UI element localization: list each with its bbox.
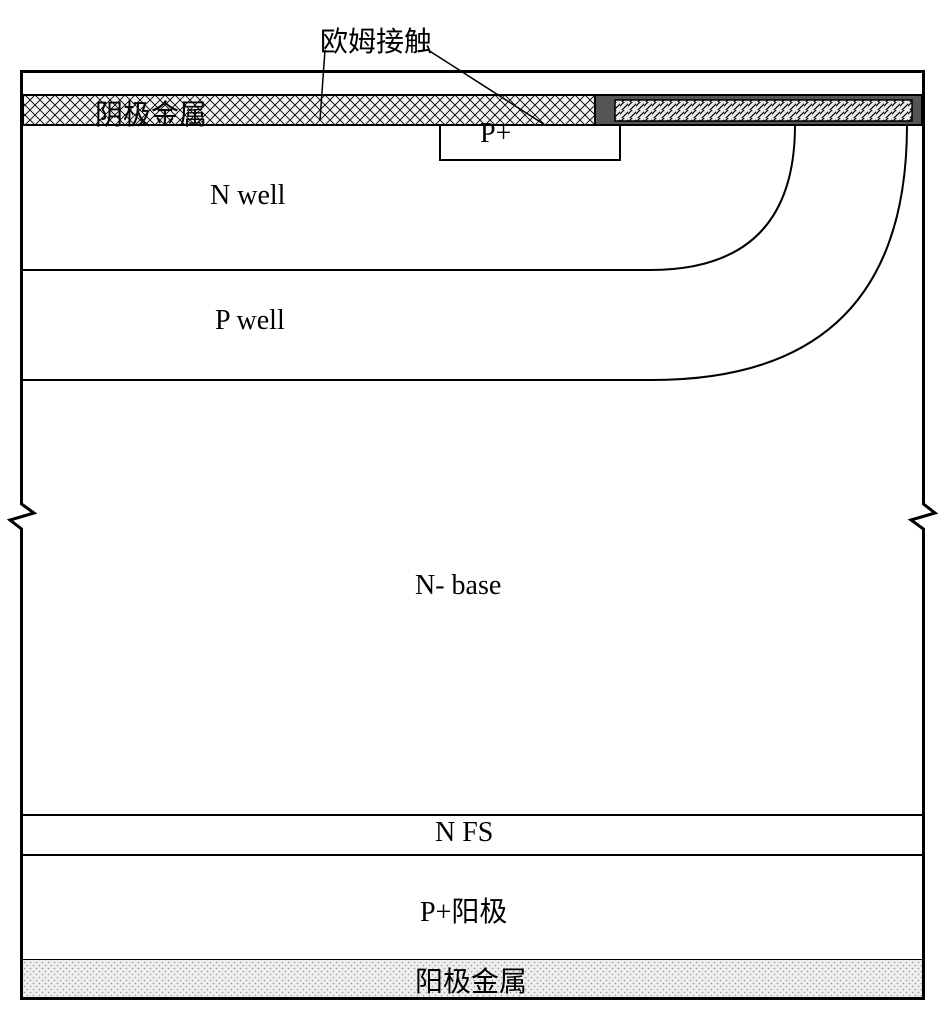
- p-plus-label: P+: [480, 118, 511, 150]
- schottky-hatch: [615, 100, 912, 121]
- cathode-metal-label: 阴极金属: [95, 93, 207, 133]
- n-fs-label: N FS: [435, 817, 493, 849]
- diagram-wrapper: 欧姆接触: [20, 20, 925, 1000]
- p-well-label: P well: [215, 305, 285, 337]
- semiconductor-cross-section: 阴极金属 P+ N well P well N- base N FS P+阳极 …: [20, 70, 925, 1000]
- anode-metal-label: 阳极金属: [415, 960, 527, 1000]
- ohmic-contact-label: 欧姆接触: [320, 20, 432, 60]
- n-base-label: N- base: [415, 570, 501, 602]
- p-plus-anode-label: P+阳极: [420, 890, 507, 930]
- diagram-svg: [20, 70, 925, 1000]
- n-well-label: N well: [210, 180, 285, 212]
